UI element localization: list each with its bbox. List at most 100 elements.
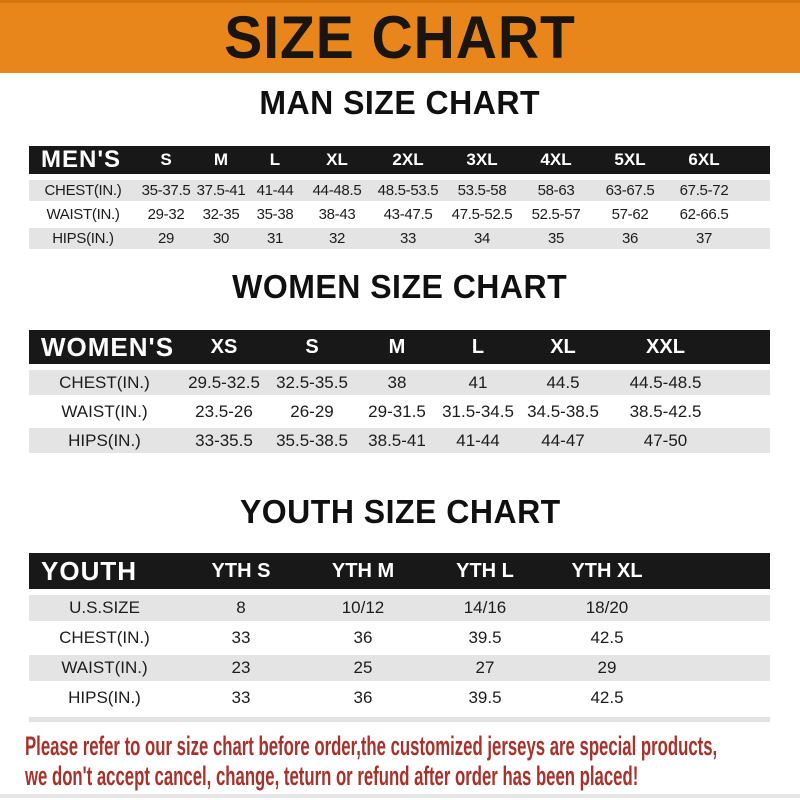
cell: 38.5-41 xyxy=(356,428,438,457)
table-row-ussize: U.S.SIZE 8 10/12 14/16 18/20 xyxy=(29,595,770,625)
women-section-heading: WOMEN SIZE CHART xyxy=(0,270,800,310)
size-column-header: 4XL xyxy=(519,146,593,180)
cell: 39.5 xyxy=(424,685,546,715)
cell: 33 xyxy=(180,685,302,715)
cell: 44-47 xyxy=(518,428,608,457)
size-column-header: YTH XL xyxy=(546,553,668,595)
cell: 31 xyxy=(247,228,303,252)
cell: 53.5-58 xyxy=(445,180,519,204)
youth-section-heading-text: YOUTH SIZE CHART xyxy=(239,493,561,530)
cell: 39.5 xyxy=(424,625,546,655)
cell: 47-50 xyxy=(608,428,723,457)
youth-section-heading: YOUTH SIZE CHART xyxy=(0,495,800,535)
cell: 27 xyxy=(424,655,546,685)
row-label: HIPS(IN.) xyxy=(29,428,180,457)
cell: 10/12 xyxy=(302,595,424,625)
cell: 29.5-32.5 xyxy=(180,370,268,399)
table-bottom-strip xyxy=(29,717,770,722)
cell: 41 xyxy=(438,370,518,399)
size-column-header: S xyxy=(268,330,356,370)
row-label: CHEST(IN.) xyxy=(29,180,137,204)
size-column-header: XS xyxy=(180,330,268,370)
filler-cell xyxy=(741,146,770,180)
table-row-waist: WAIST(IN.) 23 25 27 29 xyxy=(29,655,770,685)
table-row-hips: HIPS(IN.) 33-35.5 35.5-38.5 38.5-41 41-4… xyxy=(29,428,770,457)
cell: 32.5-35.5 xyxy=(268,370,356,399)
cell: 26-29 xyxy=(268,399,356,428)
table-row-chest: CHEST(IN.) 33 36 39.5 42.5 xyxy=(29,625,770,655)
women-section-heading-text: WOMEN SIZE CHART xyxy=(232,268,568,305)
cell: 38 xyxy=(356,370,438,399)
cell: 29 xyxy=(137,228,195,252)
cell: 8 xyxy=(180,595,302,625)
size-column-header: XL xyxy=(518,330,608,370)
cell: 36 xyxy=(302,625,424,655)
cell: 47.5-52.5 xyxy=(445,204,519,228)
size-column-header: M xyxy=(195,146,247,180)
cell: 32 xyxy=(303,228,371,252)
womens-size-table: WOMEN'S XS S M L XL XXL CHEST(IN.) 29.5-… xyxy=(29,330,770,457)
cell: 57-62 xyxy=(593,204,667,228)
cell: 29-31.5 xyxy=(356,399,438,428)
row-label: HIPS(IN.) xyxy=(29,228,137,252)
cell: 44-48.5 xyxy=(303,180,371,204)
mens-size-table: MEN'S S M L XL 2XL 3XL 4XL 5XL 6XL CHEST… xyxy=(29,146,770,252)
cell: 25 xyxy=(302,655,424,685)
youth-corner-label: YOUTH xyxy=(29,553,180,595)
size-column-header: 6XL xyxy=(667,146,741,180)
filler-cell xyxy=(668,595,770,625)
size-column-header: YTH M xyxy=(302,553,424,595)
cell: 63-67.5 xyxy=(593,180,667,204)
cell: 43-47.5 xyxy=(371,204,445,228)
size-column-header: XXL xyxy=(608,330,723,370)
row-label: WAIST(IN.) xyxy=(29,204,137,228)
cell: 35-38 xyxy=(247,204,303,228)
youth-size-table: YOUTH YTH S YTH M YTH L YTH XL U.S.SIZE … xyxy=(29,553,770,715)
cell: 35.5-38.5 xyxy=(268,428,356,457)
cell: 44.5-48.5 xyxy=(608,370,723,399)
size-column-header: 3XL xyxy=(445,146,519,180)
filler-cell xyxy=(741,180,770,204)
filler-cell xyxy=(668,625,770,655)
cell: 41-44 xyxy=(438,428,518,457)
cell: 33-35.5 xyxy=(180,428,268,457)
size-column-header: YTH L xyxy=(424,553,546,595)
cell: 42.5 xyxy=(546,685,668,715)
table-row-hips: HIPS(IN.) 33 36 39.5 42.5 xyxy=(29,685,770,715)
cell: 41-44 xyxy=(247,180,303,204)
cell: 44.5 xyxy=(518,370,608,399)
size-column-header: M xyxy=(356,330,438,370)
cell: 14/16 xyxy=(424,595,546,625)
cell: 67.5-72 xyxy=(667,180,741,204)
cell: 38.5-42.5 xyxy=(608,399,723,428)
man-section-heading: MAN SIZE CHART xyxy=(0,86,800,126)
filler-cell xyxy=(668,655,770,685)
cell: 32-35 xyxy=(195,204,247,228)
cell: 34 xyxy=(445,228,519,252)
cell: 48.5-53.5 xyxy=(371,180,445,204)
cell: 29 xyxy=(546,655,668,685)
filler-cell xyxy=(668,553,770,595)
table-row-waist: WAIST(IN.) 29-32 32-35 35-38 38-43 43-47… xyxy=(29,204,770,228)
womens-header-row: WOMEN'S XS S M L XL XXL xyxy=(29,330,770,370)
cell: 18/20 xyxy=(546,595,668,625)
size-column-header: 2XL xyxy=(371,146,445,180)
filler-cell xyxy=(668,685,770,715)
cell: 62-66.5 xyxy=(667,204,741,228)
size-column-header: L xyxy=(247,146,303,180)
cell: 52.5-57 xyxy=(519,204,593,228)
cell: 23 xyxy=(180,655,302,685)
filler-cell xyxy=(741,204,770,228)
youth-header-row: YOUTH YTH S YTH M YTH L YTH XL xyxy=(29,553,770,595)
table-row-chest: CHEST(IN.) 29.5-32.5 32.5-35.5 38 41 44.… xyxy=(29,370,770,399)
disclaimer-line-2: we don't accept cancel, change, teturn o… xyxy=(25,761,639,791)
cell: 42.5 xyxy=(546,625,668,655)
filler-cell xyxy=(723,370,770,399)
man-section-heading-text: MAN SIZE CHART xyxy=(259,84,541,121)
filler-cell xyxy=(723,330,770,370)
mens-header-row: MEN'S S M L XL 2XL 3XL 4XL 5XL 6XL xyxy=(29,146,770,180)
mens-corner-label: MEN'S xyxy=(29,146,137,180)
cell: 33 xyxy=(180,625,302,655)
size-column-header: YTH S xyxy=(180,553,302,595)
disclaimer-note: Please refer to our size chart before or… xyxy=(25,731,800,791)
